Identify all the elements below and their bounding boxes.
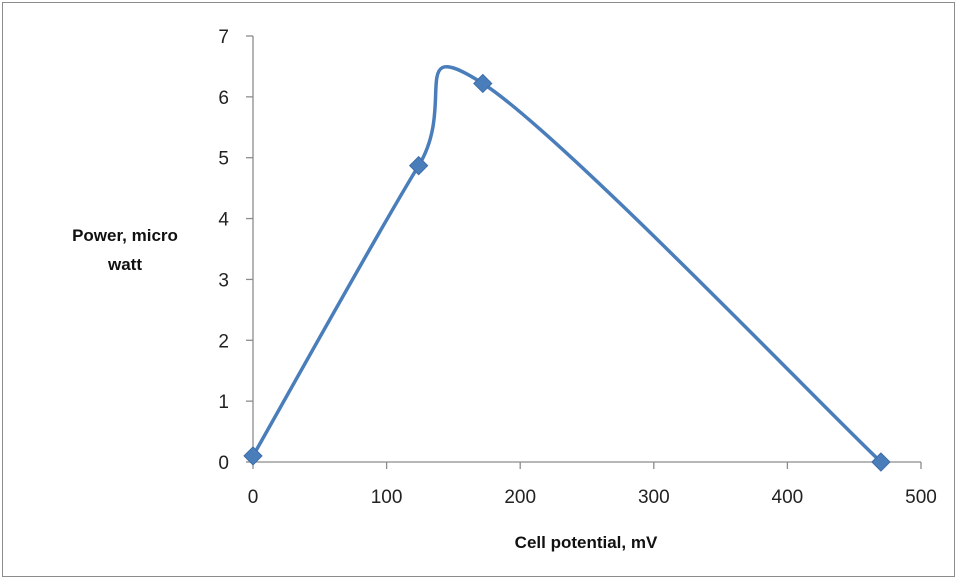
x-tick-label: 200 [504,487,536,508]
ticks: 0 1 2 3 4 5 6 7 0 100 200 300 400 500 [218,27,936,508]
data-point-marker [871,452,891,472]
data-point-marker [473,73,493,94]
y-tick-label: 5 [218,149,229,170]
y-tick-label: 4 [218,210,229,231]
series-line [251,64,883,464]
y-tick-label: 1 [218,392,229,413]
x-tick-label: 300 [638,487,670,508]
y-tick-label: 3 [218,270,229,291]
y-tick-label: 6 [218,88,229,109]
x-tick-label: 400 [772,487,804,508]
x-tick-label: 0 [248,487,259,508]
y-tick-label: 0 [218,453,229,474]
data-point-marker [243,446,263,466]
y-axis-title-line1: Power, micro [72,226,178,245]
x-tick-label: 100 [371,487,403,508]
axes [252,36,921,463]
x-axis-title: Cell potential, mV [515,533,658,552]
y-tick-label: 2 [218,331,229,352]
series [243,64,891,472]
y-axis-title-line2: watt [107,255,142,274]
y-tick-label: 7 [218,27,229,48]
x-tick-label: 500 [905,487,937,508]
data-point-marker [408,155,429,176]
